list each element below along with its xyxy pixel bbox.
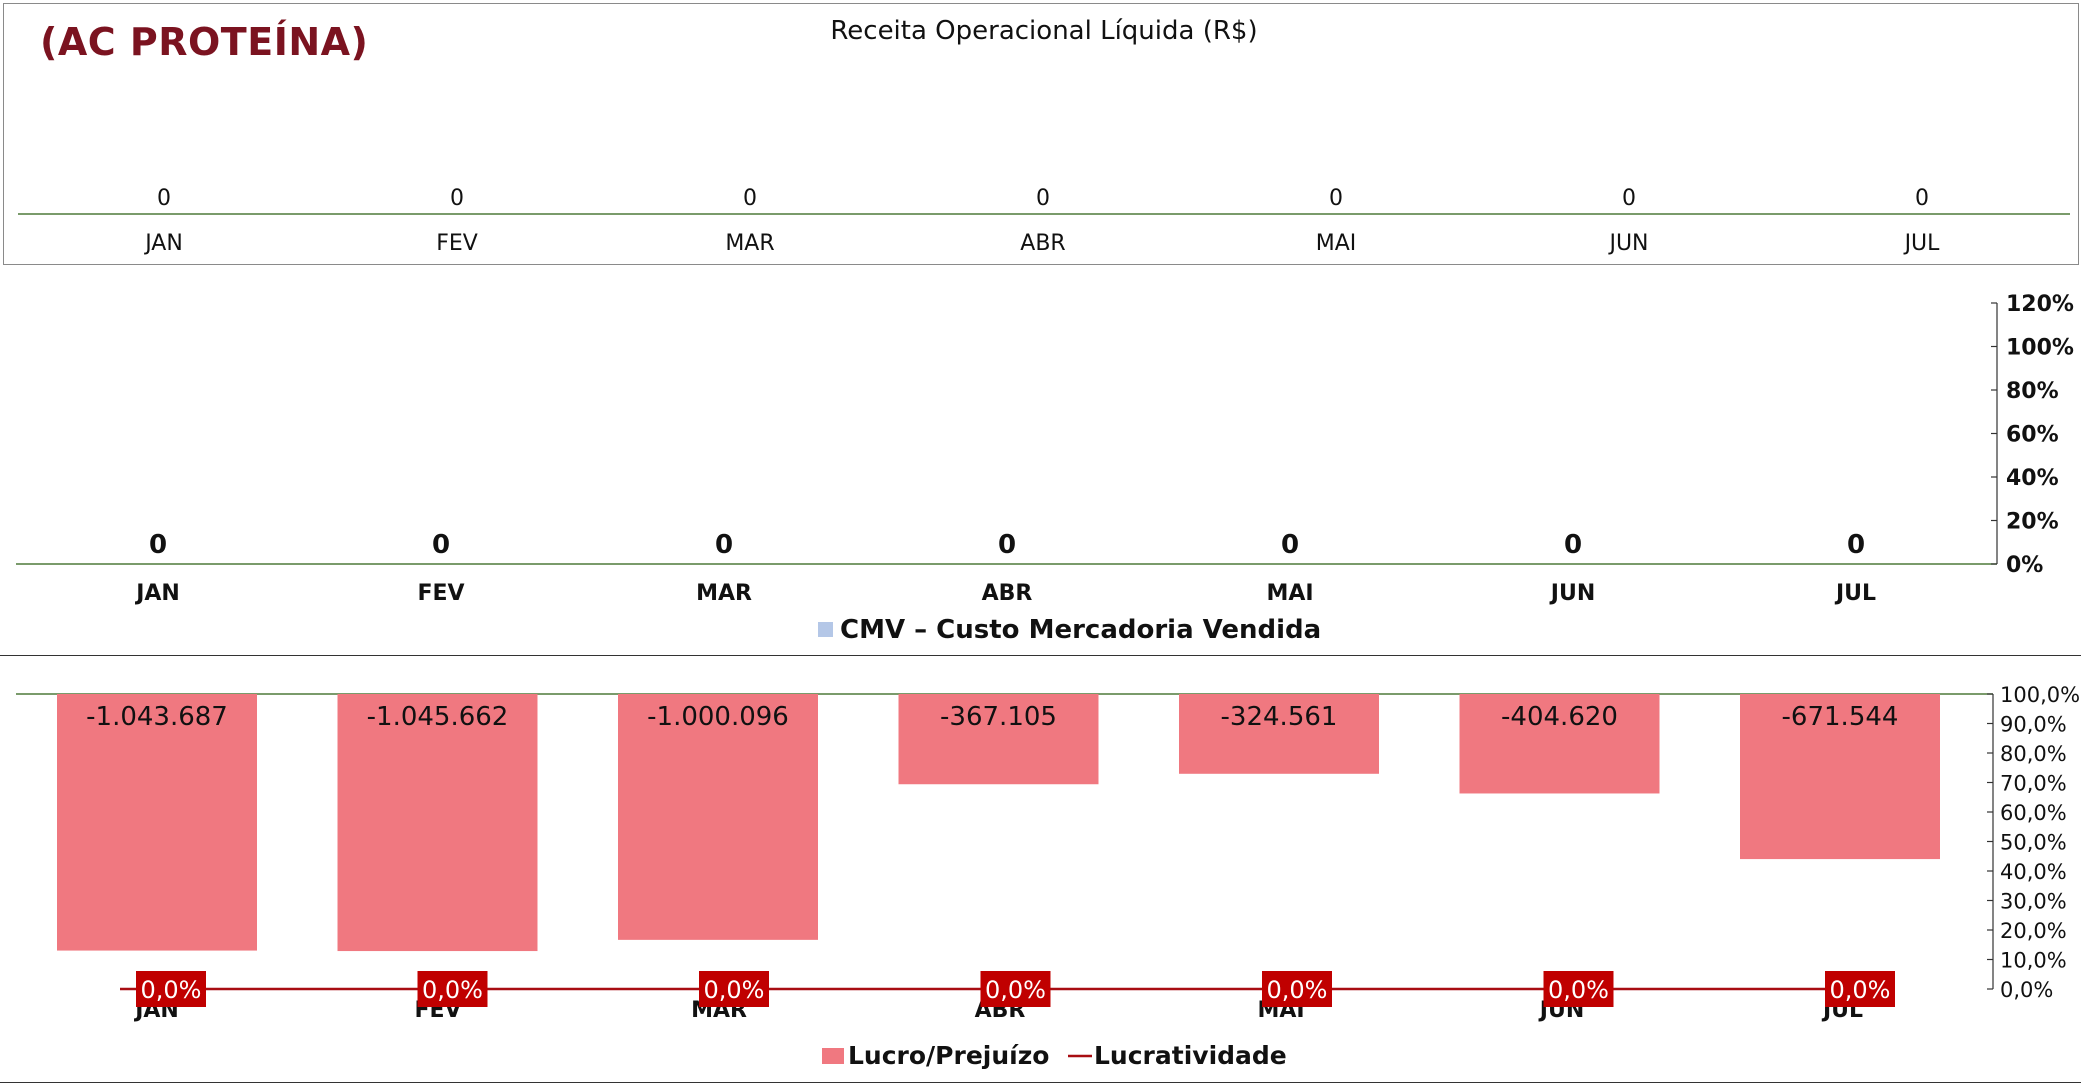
bar-data-label: -404.620 — [1501, 702, 1618, 732]
y-right-tick-label: 100% — [2006, 336, 2074, 361]
y-right-tick-label: 100,0% — [2000, 683, 2080, 707]
y-right-tick-label: 50,0% — [2000, 831, 2067, 855]
data-label: 0 — [998, 530, 1016, 560]
lucro-bar — [1459, 694, 1660, 794]
x-tick-label: MAR — [725, 231, 774, 256]
y-right-tick-label: 120% — [2006, 292, 2074, 317]
line-data-label: 0,0% — [141, 976, 202, 1004]
receita-chart: Receita Operacional Líquida (R$) 0 JAN 0 FEV… — [18, 16, 2070, 256]
lucro-bar — [57, 694, 257, 951]
x-tick-label: MAI — [1316, 231, 1357, 256]
line-label-box — [136, 971, 206, 1007]
x-tick-label: ABR — [982, 581, 1033, 606]
lucro-bar — [1179, 694, 1379, 774]
data-label: 0 — [1622, 186, 1636, 211]
data-label: 0 — [743, 186, 757, 211]
line-data-label: 0,0% — [422, 976, 483, 1004]
lucro-chart: 0,0% 10,0% 20,0% 30,0% 40,0% 50,0% 60,0% 70,0% 8… — [16, 683, 2080, 1070]
line-label-box — [1825, 971, 1895, 1007]
receita-chart-panel: (AC PROTEÍNA) Receita Operacional Líquid… — [3, 3, 2079, 265]
legend-label-lucratividade: Lucratividade — [1094, 1041, 1287, 1070]
line-data-label: 0,0% — [1267, 976, 1328, 1004]
y-right-tick-label: 20,0% — [2000, 919, 2067, 943]
lucro-bar — [337, 694, 538, 952]
line-data-label: 0,0% — [1830, 976, 1891, 1004]
line-label-box — [699, 971, 769, 1007]
data-label: 0 — [1847, 530, 1865, 560]
line-label-box — [1262, 971, 1332, 1007]
line-label-box — [980, 971, 1051, 1007]
data-label: 0 — [1915, 186, 1929, 211]
brand-title: (AC PROTEÍNA) — [40, 20, 369, 64]
lucro-bar — [1740, 694, 1940, 860]
x-tick-label: JUN — [1549, 581, 1595, 606]
x-tick-label: JAN — [143, 231, 183, 256]
data-label: 0 — [715, 530, 733, 560]
cmv-chart-panel: 0% 20% 40% 60% 80% 100% 120% 0 JAN 0 FEV 0 MAR 0 ABR 0 M… — [0, 268, 2081, 656]
x-tick-label: MAR — [696, 581, 752, 606]
legend-label-lucro: Lucro/Prejuízo — [848, 1041, 1049, 1070]
x-tick-label: JAN — [134, 581, 180, 606]
y-right-tick-label: 40% — [2006, 466, 2059, 491]
y-right-tick-label: 40,0% — [2000, 860, 2067, 884]
legend-swatch-cmv — [818, 622, 833, 637]
y-right-tick-label: 80% — [2006, 379, 2059, 404]
y-right-tick-label: 0,0% — [2000, 978, 2053, 1002]
lucro-bar — [898, 694, 1099, 785]
line-data-label: 0,0% — [1548, 976, 1609, 1004]
data-label: 0 — [149, 530, 167, 560]
line-data-label: 0,0% — [985, 976, 1046, 1004]
x-tick-label: FEV — [436, 231, 478, 256]
bar-data-label: -1.043.687 — [86, 702, 228, 732]
lucro-chart-panel: 0,0% 10,0% 20,0% 30,0% 40,0% 50,0% 60,0% 70,0% 8… — [0, 658, 2081, 1083]
data-label: 0 — [1564, 530, 1582, 560]
y-right-tick-label: 20% — [2006, 510, 2059, 535]
data-label: 0 — [1281, 530, 1299, 560]
x-tick-label: JUN — [1607, 231, 1648, 256]
chart-title: Receita Operacional Líquida (R$) — [830, 16, 1257, 46]
y-right-tick-label: 70,0% — [2000, 772, 2067, 796]
data-label: 0 — [450, 186, 464, 211]
bar-data-label: -1.000.096 — [647, 702, 789, 732]
lucro-bar — [618, 694, 818, 940]
bar-data-label: -324.561 — [1221, 702, 1338, 732]
x-tick-label: FEV — [417, 581, 464, 606]
y-right-tick-label: 60,0% — [2000, 801, 2067, 825]
x-tick-label: MAI — [1266, 581, 1313, 606]
y-right-tick-label: 60% — [2006, 423, 2059, 448]
bar-data-label: -671.544 — [1782, 702, 1899, 732]
y-right-tick-label: 30,0% — [2000, 890, 2067, 914]
line-label-box — [417, 971, 488, 1007]
bar-data-label: -1.045.662 — [367, 702, 509, 732]
y-right-tick-label: 10,0% — [2000, 949, 2067, 973]
x-tick-label: JUL — [1834, 581, 1876, 606]
legend-label-cmv: CMV – Custo Mercadoria Vendida — [840, 615, 1321, 645]
legend-swatch-lucro — [822, 1048, 844, 1064]
data-label: 0 — [1036, 186, 1050, 211]
cmv-chart: 0% 20% 40% 60% 80% 100% 120% 0 JAN 0 FEV 0 MAR 0 ABR 0 M… — [16, 292, 2074, 645]
y-right-tick-label: 80,0% — [2000, 742, 2067, 766]
y-right-tick-label: 0% — [2006, 553, 2043, 578]
bar-data-label: -367.105 — [940, 702, 1057, 732]
y-right-tick-label: 90,0% — [2000, 713, 2067, 737]
line-data-label: 0,0% — [704, 976, 765, 1004]
x-tick-label: JUL — [1903, 231, 1941, 256]
data-label: 0 — [157, 186, 171, 211]
x-tick-label: ABR — [1020, 231, 1065, 256]
line-label-box — [1543, 971, 1614, 1007]
data-label: 0 — [432, 530, 450, 560]
data-label: 0 — [1329, 186, 1343, 211]
